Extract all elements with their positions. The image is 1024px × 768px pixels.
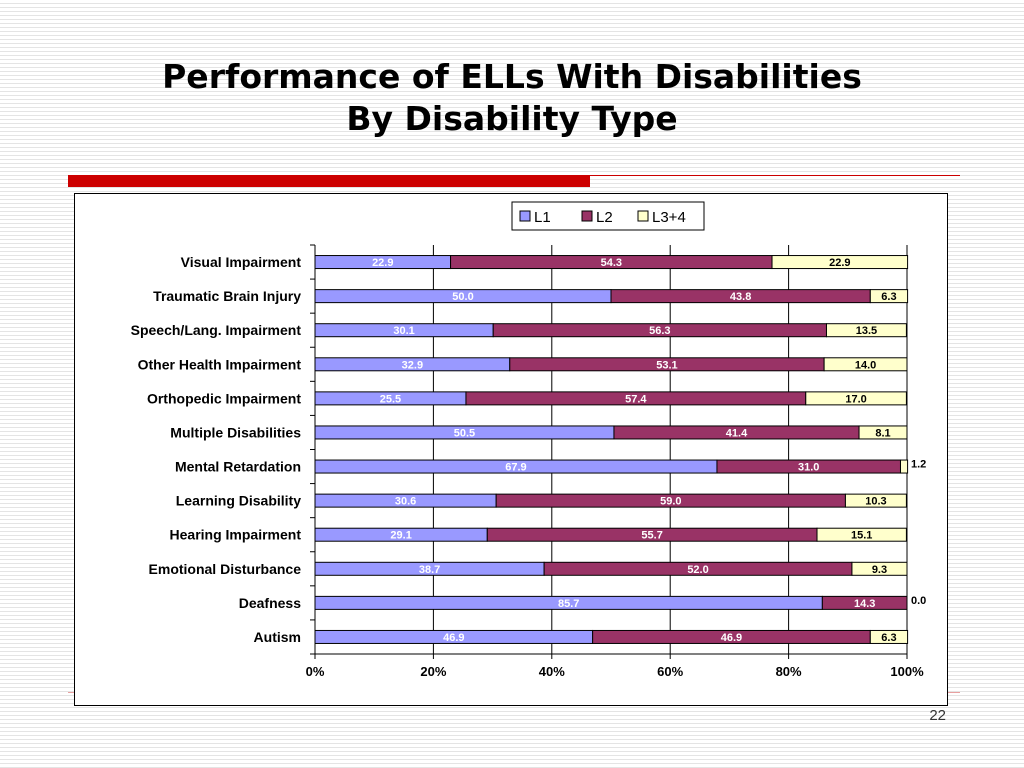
category-label: Autism xyxy=(254,629,301,645)
legend-label: L2 xyxy=(596,209,613,226)
category-label: Learning Disability xyxy=(176,493,301,509)
data-label: 54.3 xyxy=(601,257,622,269)
title-line-2: By Disability Type xyxy=(346,99,678,138)
footer-decor-line-left xyxy=(68,692,76,693)
data-label: 15.1 xyxy=(851,530,872,542)
bar-l3-4 xyxy=(851,561,908,576)
data-label: 57.4 xyxy=(625,393,647,405)
category-label: Traumatic Brain Injury xyxy=(153,288,301,304)
data-label: 56.3 xyxy=(649,325,670,337)
data-label: 0.0 xyxy=(911,595,926,607)
accent-divider-line xyxy=(590,175,960,176)
bar-l3-4 xyxy=(899,459,909,474)
category-label: Hearing Impairment xyxy=(170,527,302,543)
data-label: 67.9 xyxy=(505,462,526,474)
legend-box xyxy=(511,201,705,231)
data-label: 29.1 xyxy=(390,530,411,542)
title-line-1: Performance of ELLs With Disabilities xyxy=(162,57,862,96)
bar-l3-4 xyxy=(869,289,909,304)
category-label: Visual Impairment xyxy=(181,254,302,270)
bar-l3-4 xyxy=(825,323,907,338)
data-label: 1.2 xyxy=(911,459,926,471)
x-tick-label: 60% xyxy=(657,664,683,679)
category-label: Multiple Disabilities xyxy=(170,424,301,440)
data-label: 14.0 xyxy=(855,359,876,371)
data-label: 22.9 xyxy=(829,257,850,269)
category-label: Emotional Disturbance xyxy=(149,561,302,577)
legend-label: L1 xyxy=(534,209,551,226)
data-label: 53.1 xyxy=(656,359,677,371)
legend-swatch xyxy=(519,210,531,222)
bar-l3-4 xyxy=(869,629,909,644)
accent-divider-bar xyxy=(68,175,590,187)
slide-title: Performance of ELLs With Disabilities By… xyxy=(0,56,1024,140)
category-label: Mental Retardation xyxy=(175,459,301,475)
data-label: 32.9 xyxy=(402,359,423,371)
category-label: Deafness xyxy=(239,595,301,611)
data-label: 52.0 xyxy=(687,564,708,576)
data-label: 13.5 xyxy=(856,325,877,337)
data-label: 46.9 xyxy=(443,632,464,644)
data-label: 9.3 xyxy=(872,564,887,576)
category-label: Orthopedic Impairment xyxy=(147,390,301,406)
footer-decor-line-right xyxy=(946,692,960,693)
legend-label: L3+4 xyxy=(652,209,686,226)
x-tick-label: 20% xyxy=(420,664,446,679)
data-label: 31.0 xyxy=(798,462,819,474)
data-label: 38.7 xyxy=(419,564,440,576)
data-label: 59.0 xyxy=(660,496,681,508)
page-number: 22 xyxy=(929,707,946,724)
data-label: 14.3 xyxy=(854,598,875,610)
data-label: 8.1 xyxy=(875,427,890,439)
bar-l3-4 xyxy=(844,493,907,508)
data-label: 6.3 xyxy=(881,291,896,303)
data-label: 46.9 xyxy=(721,632,742,644)
bar-l3-4 xyxy=(816,527,907,542)
bar-l3-4 xyxy=(823,357,908,372)
data-label: 85.7 xyxy=(558,598,579,610)
data-label: 6.3 xyxy=(881,632,896,644)
data-label: 55.7 xyxy=(641,530,662,542)
data-label: 43.8 xyxy=(730,291,751,303)
accent-divider xyxy=(68,175,960,187)
category-label: Other Health Impairment xyxy=(138,356,302,372)
data-label: 22.9 xyxy=(372,257,393,269)
data-label: 50.5 xyxy=(454,427,475,439)
x-tick-label: 80% xyxy=(776,664,802,679)
data-label: 10.3 xyxy=(865,496,886,508)
data-label: 30.6 xyxy=(395,496,416,508)
data-label: 50.0 xyxy=(452,291,473,303)
bar-l3-4 xyxy=(858,425,908,440)
bar-l3-4 xyxy=(771,255,909,270)
x-tick-label: 100% xyxy=(890,664,924,679)
legend-swatch xyxy=(581,210,593,222)
bar-l2 xyxy=(821,595,908,610)
chart-frame: 0% 20% 40% 60% 80% 100% Visual Impairment 22.9 5… xyxy=(74,193,948,706)
data-label: 41.4 xyxy=(726,427,748,439)
data-label: 25.5 xyxy=(380,393,401,405)
legend-swatch xyxy=(637,210,649,222)
data-label: 30.1 xyxy=(393,325,414,337)
x-tick-label: 40% xyxy=(539,664,565,679)
data-label: 17.0 xyxy=(845,393,866,405)
stacked-bar-chart: 0% 20% 40% 60% 80% 100% Visual Impairment 22.9 5… xyxy=(131,201,926,679)
category-label: Speech/Lang. Impairment xyxy=(131,322,302,338)
x-tick-label: 0% xyxy=(306,664,325,679)
bar-l3-4 xyxy=(805,391,907,406)
